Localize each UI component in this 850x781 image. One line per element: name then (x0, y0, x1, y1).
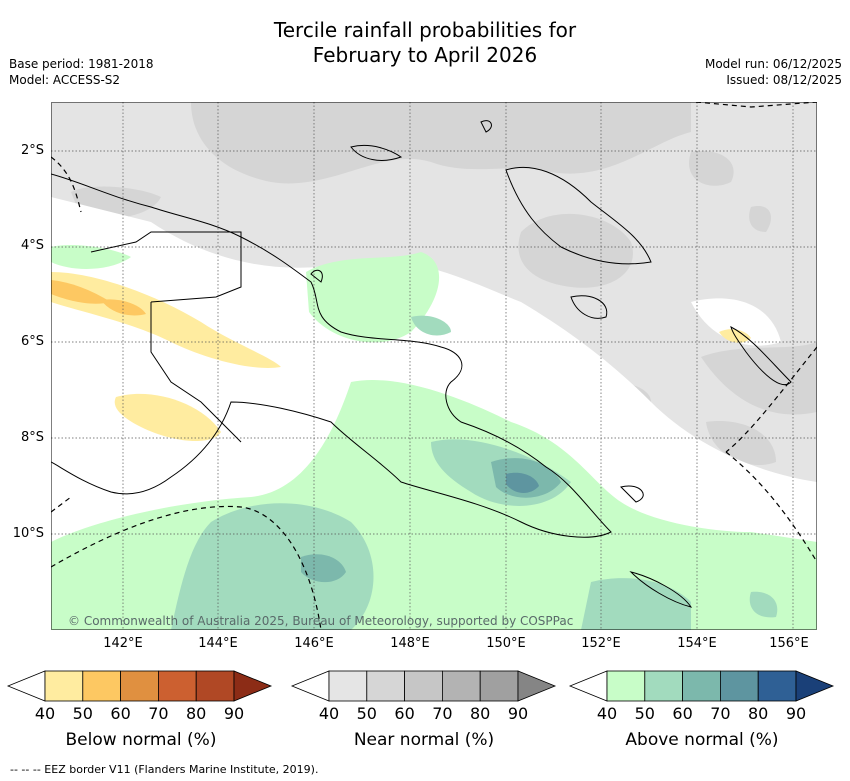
lon-label-154e: 154°E (677, 636, 717, 651)
colorbar-below-segment-1 (44, 670, 84, 702)
lat-label-8s: 8°S (20, 430, 44, 445)
lon-label-150e: 150°E (486, 636, 526, 651)
title-line-2: February to April 2026 (312, 43, 538, 67)
white-areas (51, 197, 817, 562)
model-run: Model run: 06/12/2025 (704, 57, 842, 71)
colorbar-near-low-arrow (290, 670, 330, 702)
map-frame (51, 102, 817, 630)
base-period: Base period: 1981-2018 (9, 57, 154, 71)
colorbar-below-segment-4 (157, 670, 197, 702)
issued-date: Issued: 08/12/2025 (726, 73, 842, 87)
lon-label-146e: 146°E (294, 636, 334, 651)
eez-borders (51, 102, 817, 630)
copyright-notice: © Commonwealth of Australia 2025, Bureau… (68, 614, 574, 628)
colorbar-below-tick: 60 (110, 704, 131, 723)
colorbar-above-segment-3 (682, 670, 721, 702)
colorbar-title-below: Below normal (%) (65, 730, 217, 750)
colorbar-near-tick: 40 (318, 704, 340, 723)
below-normal-regions (51, 272, 751, 442)
eez-legend-note: -- -- -- EEZ border V11 (Flanders Marine… (10, 763, 319, 776)
colorbar-near-segment-2 (366, 670, 405, 702)
colorbar-above-low-arrow (568, 670, 608, 702)
colorbar-below-tick: 90 (223, 704, 245, 723)
model-name: Model: ACCESS-S2 (9, 73, 121, 87)
colorbar-above-tick: 70 (710, 704, 731, 723)
chart-title: Tercile rainfall probabilities for Febru… (0, 18, 850, 68)
colorbar-below-segment-5 (195, 670, 235, 702)
lat-label-4s: 4°S (20, 238, 44, 253)
colorbar-near-segment-4 (441, 670, 481, 702)
near-normal-dark-patches (71, 102, 817, 466)
meta-left: Base period: 1981-2018 Model: ACCESS-S2 (9, 56, 154, 88)
colorbar-above-segment-5 (757, 670, 797, 702)
lat-label-2s: 2°S (20, 143, 44, 158)
lon-label-156e: 156°E (769, 636, 809, 651)
colorbar-near-segment-3 (404, 670, 443, 702)
colorbar-above-tick: 90 (785, 704, 807, 723)
colorbar-near-high-arrow (517, 670, 557, 702)
border-lines (90, 231, 242, 443)
colorbar-above-tick: 40 (596, 704, 618, 723)
colorbar-below-high-arrow (233, 670, 273, 702)
colorbar-below-segment-3 (120, 670, 159, 702)
colorbars (6, 670, 835, 702)
lon-label-152e: 152°E (581, 636, 621, 651)
colorbar-above-tick: 50 (634, 704, 655, 723)
graticule (51, 102, 817, 630)
colorbar-near-segment-1 (328, 670, 368, 702)
lat-label-10s: 10°S (12, 526, 44, 541)
colorbar-below-tick: 80 (186, 704, 207, 723)
meta-right: Model run: 06/12/2025 Issued: 08/12/2025 (705, 56, 842, 88)
colorbar-below-segment-2 (82, 670, 122, 702)
colorbar-near-tick: 70 (432, 704, 453, 723)
colorbar-above-tick: 80 (748, 704, 769, 723)
colorbar-title-near: Near normal (%) (353, 730, 495, 750)
lon-label-142e: 142°E (103, 636, 143, 651)
probability-map (51, 102, 817, 630)
colorbar-below-tick: 50 (72, 704, 93, 723)
colorbar-below-tick: 70 (148, 704, 169, 723)
colorbar-above-segment-1 (606, 670, 646, 702)
lat-label-6s: 6°S (20, 334, 44, 349)
colorbar-near-tick: 50 (356, 704, 377, 723)
colorbar-near-segment-5 (479, 670, 519, 702)
colorbar-near-tick: 90 (507, 704, 529, 723)
colorbar-above-segment-4 (720, 670, 759, 702)
colorbar-above-tick: 60 (672, 704, 693, 723)
colorbar-above-high-arrow (795, 670, 835, 702)
coastlines (51, 120, 792, 608)
colorbar-above-segment-2 (644, 670, 683, 702)
above-normal-regions (51, 245, 817, 630)
lon-label-144e: 144°E (198, 636, 238, 651)
colorbar-below-tick: 40 (34, 704, 56, 723)
colorbar-below-low-arrow (6, 670, 46, 702)
lon-label-148e: 148°E (390, 636, 430, 651)
colorbar-title-above: Above normal (%) (625, 730, 779, 750)
colorbar-near-tick: 60 (394, 704, 415, 723)
title-line-1: Tercile rainfall probabilities for (273, 18, 577, 42)
colorbar-near-tick: 80 (470, 704, 491, 723)
